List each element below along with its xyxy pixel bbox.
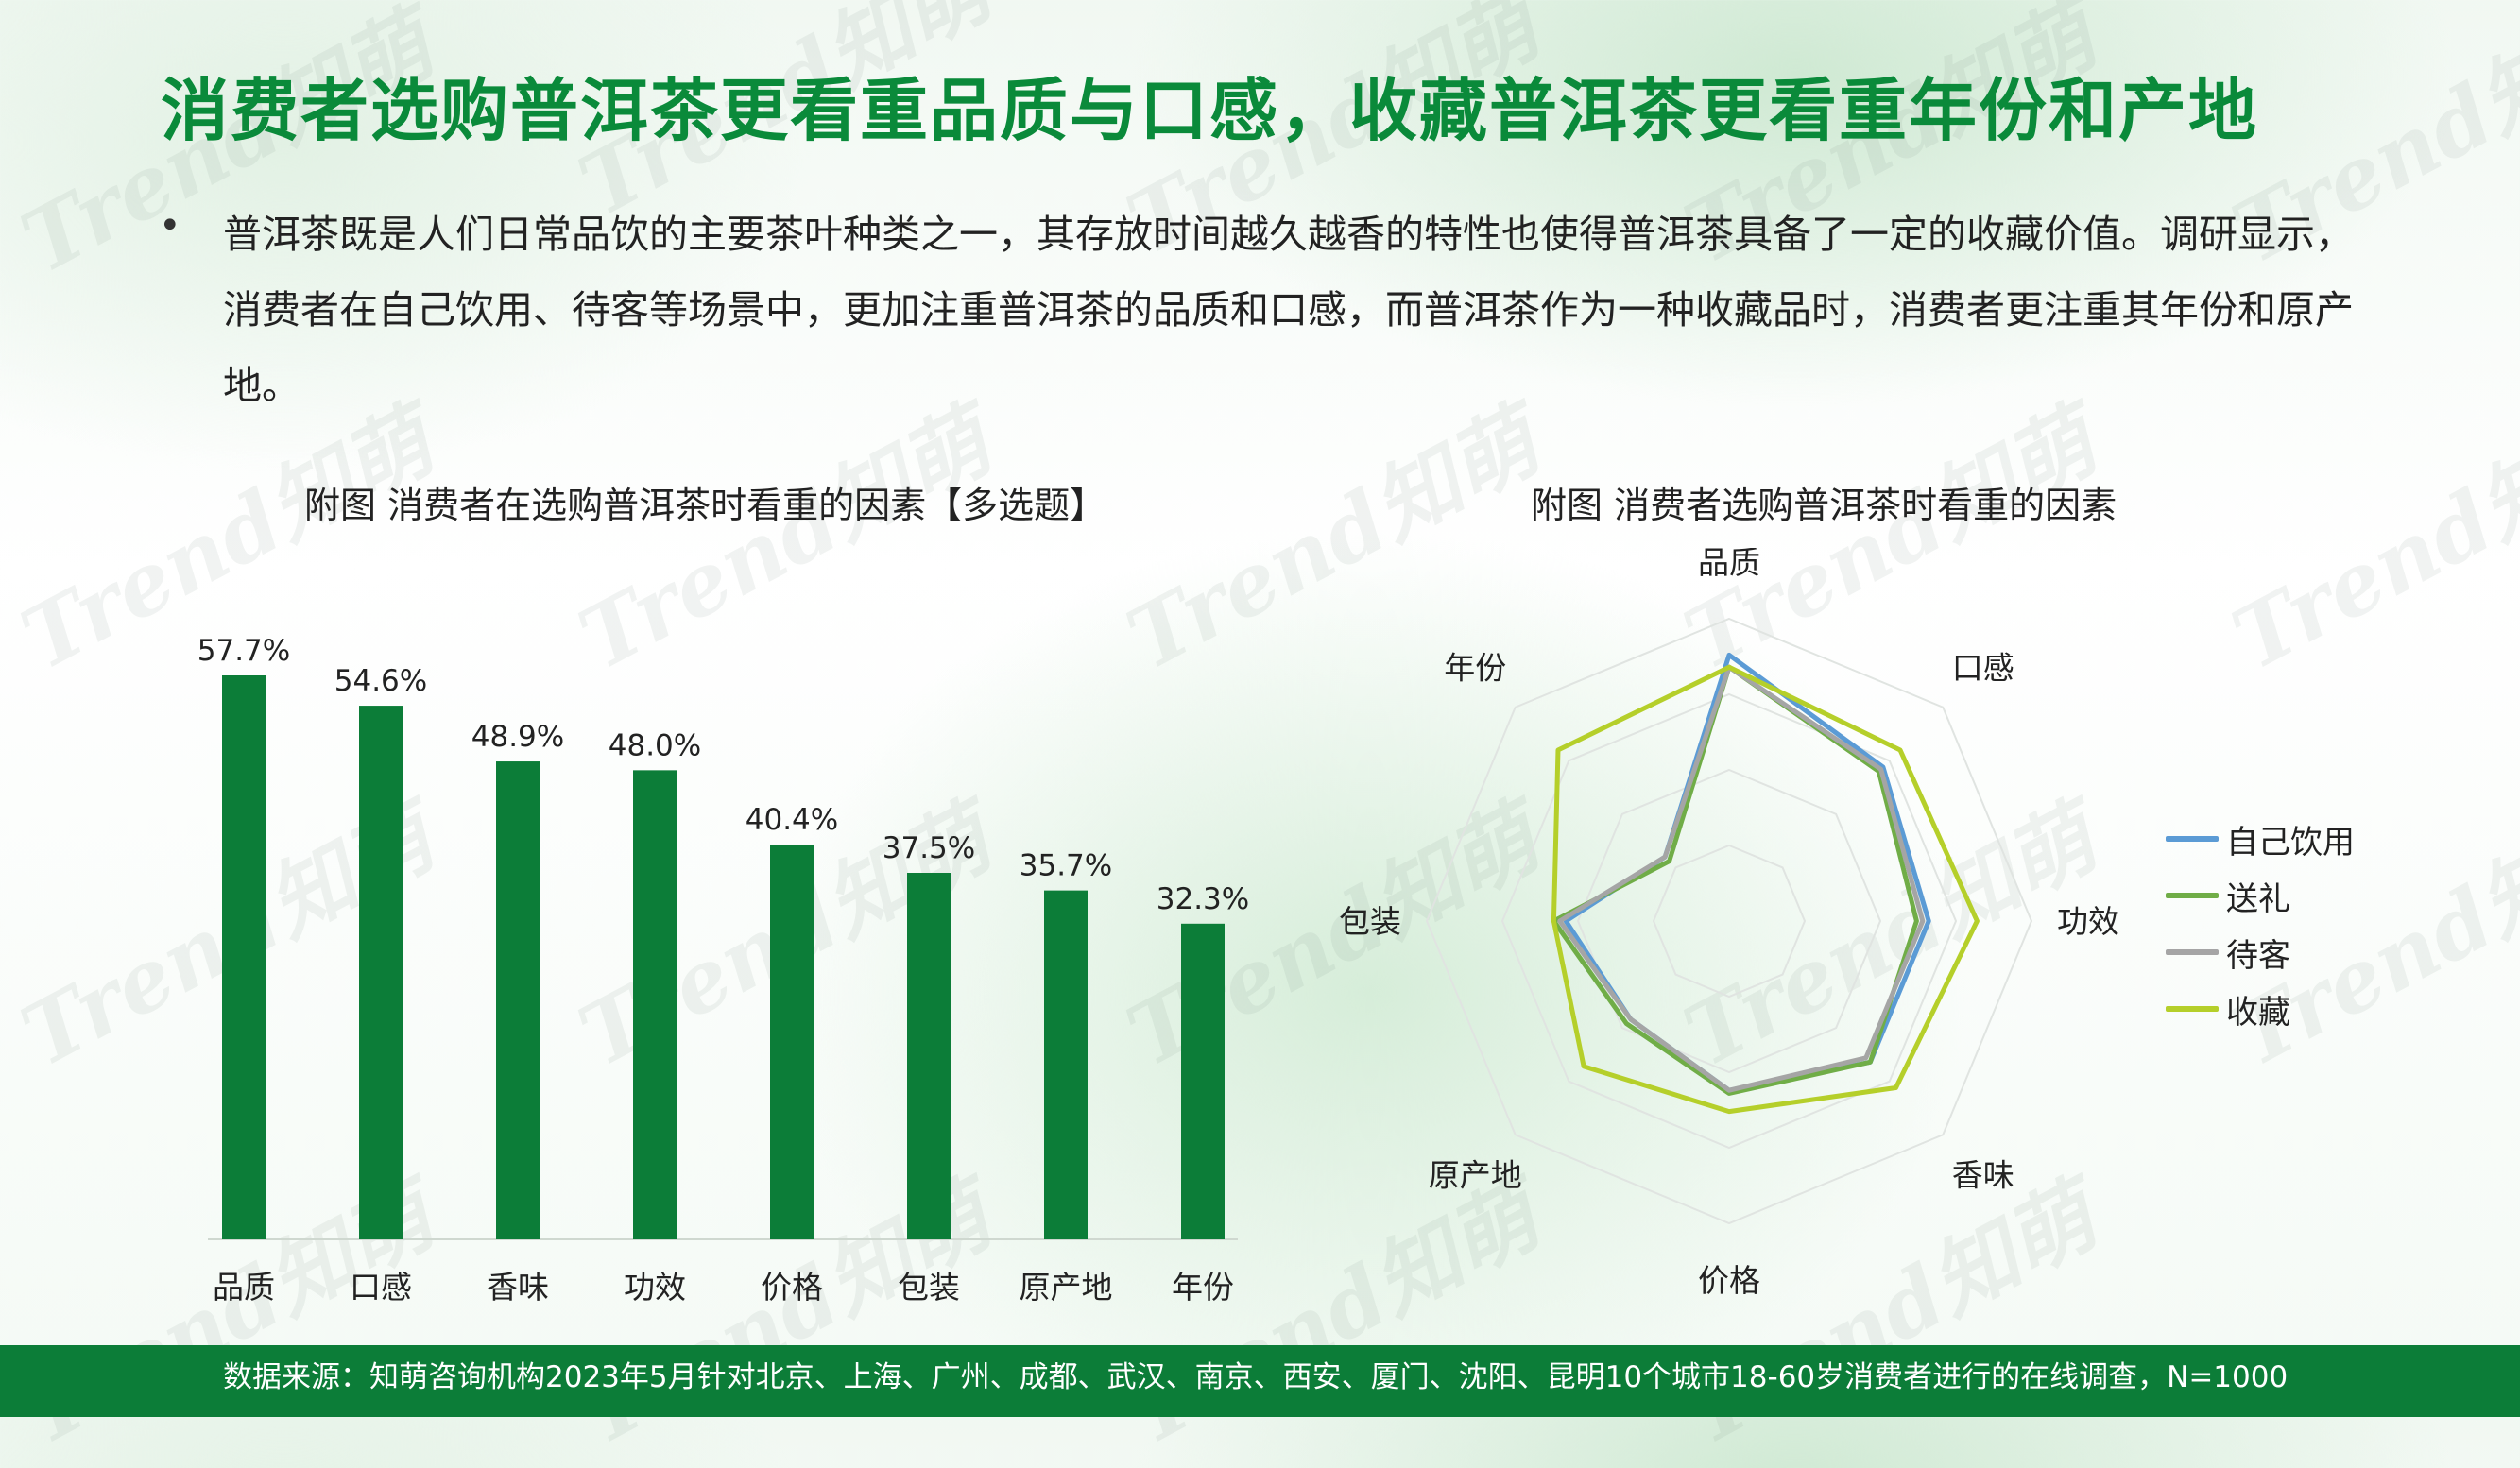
x-tick-label: 年份	[1172, 1269, 1234, 1306]
bar-5	[770, 844, 814, 1239]
bar-6	[907, 873, 951, 1239]
x-tick-label: 功效	[624, 1269, 686, 1306]
x-tick-label: 口感	[350, 1269, 412, 1306]
radar-axis-label: 香味	[1952, 1157, 2014, 1194]
radar-axis-label: 原产地	[1429, 1157, 1522, 1194]
radar-series-4	[1551, 664, 1980, 1115]
radar-series-2	[1551, 664, 1919, 1096]
radar-axis-label: 年份	[1444, 649, 1506, 686]
page-title: 消费者选购普洱茶更看重品质与口感，收藏普洱茶更看重年份和产地	[161, 71, 2259, 150]
legend-swatch	[2166, 949, 2219, 955]
radar-grid-ring	[1500, 692, 1958, 1150]
bar-value-label: 48.0%	[609, 728, 701, 762]
radar-grid-ring	[1576, 768, 1882, 1074]
bar-chart: 57.7% 品质 54.6% 口感 48.9% 香味 48.0% 功效 40.4% 价格 37.5%…	[197, 634, 1249, 1306]
radar-axis-label: 品质	[1698, 548, 1760, 581]
legend-swatch	[2166, 1006, 2219, 1012]
bar-3	[496, 761, 540, 1239]
radar-series-3	[1557, 664, 1926, 1093]
radar-legend: 自己饮用 送礼 待客 收藏	[2166, 811, 2355, 1037]
bar-value-label: 37.5%	[883, 831, 975, 865]
x-tick-label: 原产地	[1020, 1269, 1113, 1306]
radar-chart-title: 附图 消费者选购普洱茶时看重的因素	[1531, 485, 2117, 526]
bar-value-label: 48.9%	[471, 720, 564, 754]
radar-grid-ring	[1425, 617, 2033, 1225]
footer-bar: 数据来源：知萌咨询机构2023年5月针对北京、上海、广州、成都、武汉、南京、西安…	[0, 1345, 2520, 1417]
legend-item: 自己饮用	[2166, 811, 2355, 867]
legend-swatch	[2166, 893, 2219, 898]
bar-value-label: 54.6%	[334, 664, 427, 698]
bar-4	[633, 770, 677, 1239]
bar-chart-title: 附图 消费者在选购普洱茶时看重的因素【多选题】	[304, 485, 1106, 526]
bullet-marker: •	[159, 204, 181, 248]
x-tick-label: 品质	[213, 1269, 275, 1306]
radar-axis-label: 口感	[1952, 649, 2014, 686]
legend-label: 自己饮用	[2226, 823, 2355, 862]
legend-label: 待客	[2226, 936, 2290, 975]
legend-item: 待客	[2166, 924, 2355, 981]
data-source-note: 数据来源：知萌咨询机构2023年5月针对北京、上海、广州、成都、武汉、南京、西安…	[223, 1360, 2289, 1394]
legend-item: 收藏	[2166, 981, 2355, 1037]
x-tick-label: 香味	[487, 1269, 549, 1306]
radar-grid-ring	[1652, 844, 1807, 999]
bar-value-label: 35.7%	[1020, 849, 1112, 883]
bar-8	[1181, 923, 1225, 1239]
radar-axis-label: 包装	[1339, 903, 1401, 940]
x-tick-label: 价格	[761, 1269, 823, 1306]
bar-7	[1044, 890, 1088, 1239]
x-tick-label: 包装	[898, 1269, 960, 1306]
bar-value-label: 57.7%	[197, 634, 290, 668]
legend-label: 送礼	[2226, 879, 2290, 918]
radar-axis-label: 价格	[1698, 1262, 1760, 1299]
radar-axis-label: 功效	[2057, 903, 2119, 940]
legend-item: 送礼	[2166, 867, 2355, 924]
bar-value-label: 32.3%	[1157, 882, 1249, 916]
legend-label: 收藏	[2226, 993, 2290, 1032]
bar-value-label: 40.4%	[746, 803, 838, 837]
bar-2	[359, 706, 403, 1239]
bar-1	[222, 674, 266, 1239]
legend-swatch	[2166, 836, 2219, 842]
bullet-text: 普洱茶既是人们日常品饮的主要茶叶种类之一，其存放时间越久越香的特性也使得普洱茶具…	[223, 212, 2354, 408]
